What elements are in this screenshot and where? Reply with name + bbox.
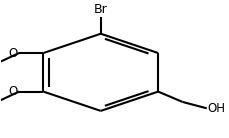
Text: OH: OH <box>207 102 225 115</box>
Text: Br: Br <box>93 3 107 16</box>
Text: O: O <box>9 85 18 98</box>
Text: O: O <box>9 47 18 59</box>
